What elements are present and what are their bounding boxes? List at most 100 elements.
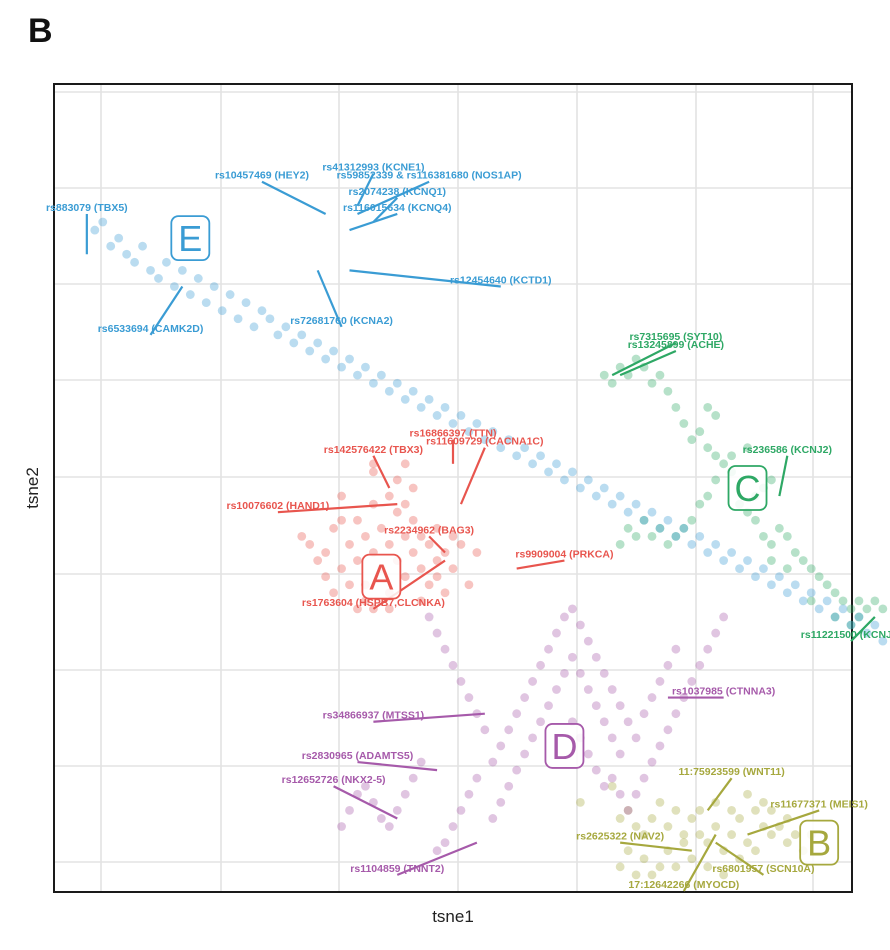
annotation-label: rs1763604 (HSPB7,CLCNKA) bbox=[302, 597, 445, 609]
scatter-point bbox=[615, 789, 625, 799]
scatter-point bbox=[496, 797, 506, 807]
scatter-point bbox=[639, 854, 649, 864]
scatter-point bbox=[663, 660, 673, 670]
scatter-point bbox=[703, 443, 713, 453]
annotation-leader-line bbox=[396, 841, 478, 876]
annotation-leader-line bbox=[356, 173, 375, 207]
scatter-point bbox=[520, 749, 530, 759]
scatter-point bbox=[154, 274, 163, 283]
scatter-point bbox=[337, 564, 346, 573]
cluster-B-points bbox=[575, 781, 816, 880]
scatter-point bbox=[384, 604, 394, 614]
scatter-point bbox=[464, 580, 474, 590]
scatter-point bbox=[544, 701, 553, 711]
scatter-point bbox=[185, 290, 195, 299]
scatter-point bbox=[599, 668, 609, 678]
scatter-point bbox=[138, 241, 147, 251]
scatter-point bbox=[329, 523, 338, 533]
scatter-point bbox=[424, 580, 434, 590]
scatter-point bbox=[480, 725, 490, 735]
cluster-label-box bbox=[727, 465, 768, 511]
scatter-point bbox=[464, 427, 474, 436]
scatter-point bbox=[719, 556, 729, 565]
scatter-point bbox=[647, 378, 657, 388]
scatter-point bbox=[663, 386, 673, 396]
scatter-point bbox=[329, 346, 338, 356]
annotation-leader-line bbox=[373, 712, 485, 723]
scatter-point bbox=[424, 394, 434, 404]
scatter-point bbox=[583, 749, 593, 759]
scatter-point bbox=[782, 838, 792, 848]
scatter-point bbox=[743, 838, 752, 848]
annotation-label: rs13245899 (ACHE) bbox=[628, 339, 724, 351]
scatter-point bbox=[703, 862, 713, 872]
scatter-point bbox=[711, 451, 721, 461]
scatter-point bbox=[376, 814, 386, 823]
scatter-point bbox=[790, 830, 800, 839]
scatter-point bbox=[273, 330, 283, 340]
scatter-point bbox=[798, 556, 808, 565]
scatter-point bbox=[575, 483, 585, 493]
scatter-point bbox=[583, 636, 593, 646]
scatter-point bbox=[615, 749, 625, 759]
scatter-point bbox=[552, 685, 561, 694]
annotation-leader-line bbox=[778, 455, 789, 497]
annotation-leader-line bbox=[261, 180, 327, 215]
scatter-point bbox=[647, 693, 657, 702]
scatter-point bbox=[345, 540, 354, 549]
scatter-point bbox=[313, 556, 323, 565]
annotation-leader-line bbox=[277, 503, 398, 514]
scatter-point bbox=[536, 717, 545, 727]
cluster-label-box bbox=[361, 553, 402, 600]
scatter-point bbox=[862, 628, 872, 638]
scatter-point bbox=[504, 781, 514, 791]
cluster-E-points bbox=[90, 217, 888, 646]
scatter-point bbox=[711, 797, 721, 807]
scatter-point bbox=[408, 548, 418, 557]
scatter-point bbox=[305, 346, 315, 356]
scatter-point bbox=[416, 531, 426, 541]
scatter-point bbox=[854, 612, 864, 622]
scatter-point bbox=[575, 620, 585, 630]
scatter-point bbox=[520, 443, 530, 453]
scatter-point bbox=[719, 870, 729, 880]
annotation-leader-line bbox=[459, 447, 486, 505]
scatter-point bbox=[727, 451, 736, 461]
annotation-label: rs1037985 (CTNNA3) bbox=[672, 686, 775, 698]
scatter-point bbox=[512, 709, 522, 719]
scatter-point bbox=[201, 298, 211, 308]
scatter-point bbox=[528, 733, 537, 743]
scatter-point bbox=[177, 265, 187, 275]
scatter-point bbox=[615, 491, 625, 501]
annotation-leader-line bbox=[428, 535, 446, 554]
cluster-C-points bbox=[599, 354, 888, 630]
scatter-point bbox=[408, 773, 418, 783]
scatter-point bbox=[416, 564, 426, 573]
scatter-point bbox=[767, 475, 776, 485]
scatter-point bbox=[599, 483, 609, 493]
scatter-point bbox=[591, 652, 601, 662]
scatter-point bbox=[711, 411, 721, 420]
scatter-point bbox=[767, 556, 776, 565]
scatter-point bbox=[488, 757, 498, 767]
scatter-point bbox=[353, 515, 362, 525]
annotation-leader-line bbox=[619, 349, 677, 377]
scatter-point bbox=[798, 596, 808, 606]
scatter-point bbox=[695, 499, 705, 509]
scatter-point bbox=[353, 370, 362, 380]
scatter-point bbox=[607, 733, 617, 743]
scatter-point bbox=[384, 540, 394, 549]
scatter-point bbox=[400, 499, 410, 509]
scatter-point bbox=[687, 854, 697, 864]
cluster-label-box bbox=[544, 723, 585, 769]
scatter-point bbox=[695, 531, 705, 541]
scatter-point bbox=[623, 717, 633, 727]
scatter-point bbox=[743, 556, 752, 565]
scatter-point bbox=[663, 515, 673, 525]
scatter-point bbox=[655, 677, 665, 686]
panel-label: B bbox=[28, 12, 53, 50]
scatter-point bbox=[631, 822, 641, 831]
scatter-point bbox=[384, 491, 394, 501]
scatter-point bbox=[440, 838, 450, 848]
annotation-label: rs16866397 (TTN) bbox=[410, 428, 497, 440]
